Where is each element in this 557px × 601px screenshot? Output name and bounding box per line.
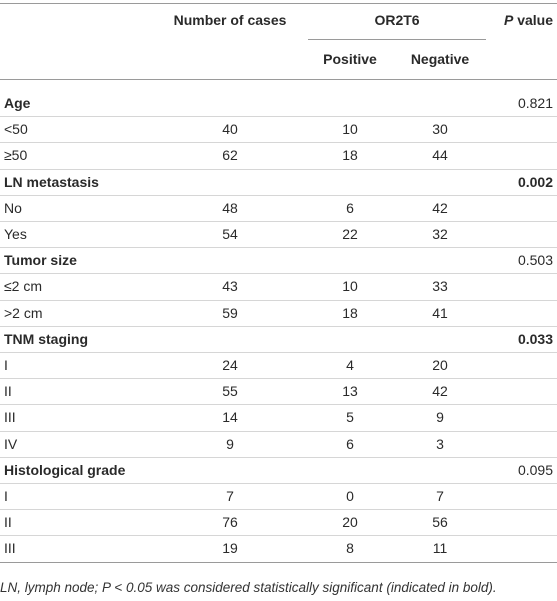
header-cases: Number of cases: [173, 12, 287, 28]
row-rule: [0, 456, 557, 458]
cell-value: 7: [436, 488, 444, 504]
row-label: II: [4, 383, 12, 400]
header-p: P: [503, 12, 514, 28]
row-rule: [0, 247, 557, 249]
cell-value: 18: [342, 304, 358, 321]
cell-value: 11: [432, 540, 448, 557]
row-label: III: [4, 409, 16, 426]
row-label: ≤2 cm: [4, 278, 43, 295]
p-value: 0.002: [517, 173, 553, 190]
row-label: IV: [4, 435, 18, 452]
cell-value: 14: [222, 409, 238, 426]
cell-value: 54: [222, 226, 238, 242]
row-label: No: [4, 199, 22, 216]
row-rule: [0, 221, 557, 222]
cell-value: 9: [226, 435, 234, 452]
row-rule: [0, 509, 557, 511]
cell-value: 40: [222, 121, 238, 138]
row-rule: [0, 142, 557, 144]
p-value: 0.821: [517, 95, 553, 111]
cell-value: 48: [222, 199, 238, 216]
group-title: LN metastasis: [4, 173, 99, 190]
cell-value: 18: [342, 147, 358, 164]
row-rule: [0, 273, 557, 275]
cell-value: 43: [222, 278, 238, 295]
cell-value: 76: [222, 514, 238, 531]
row-rule: [0, 299, 557, 301]
cell-value: 10: [342, 121, 358, 138]
row-label: III: [4, 540, 16, 557]
cell-value: 5: [346, 409, 354, 426]
cell-value: 42: [432, 199, 448, 216]
cell-value: 44: [432, 147, 448, 164]
header-p-value: P value: [504, 11, 553, 29]
row-rule: [0, 378, 557, 380]
row-rule: [0, 483, 557, 484]
cell-value: 4: [346, 357, 354, 373]
cell-value: 30: [432, 121, 448, 138]
cell-value: 7: [226, 488, 234, 504]
cell-value: 9: [436, 409, 444, 426]
cell-value: 13: [342, 383, 358, 400]
cell-value: 19: [222, 540, 238, 557]
header-group: OR2T6: [374, 12, 420, 28]
cell-value: 62: [222, 147, 238, 164]
cell-value: 0: [346, 488, 354, 504]
cell-value: 33: [432, 278, 448, 295]
row-rule: [0, 430, 557, 432]
cell-value: 8: [346, 540, 354, 557]
row-rule: [0, 352, 557, 353]
row-label: I: [4, 357, 8, 373]
cell-value: 22: [342, 226, 358, 242]
cell-value: 56: [432, 514, 448, 531]
cell-value: 20: [432, 357, 448, 373]
header-value: value: [517, 12, 553, 28]
row-rule: [0, 325, 557, 327]
cell-value: 20: [342, 514, 358, 531]
p-value: 0.033: [517, 330, 553, 347]
cell-value: 55: [222, 383, 238, 400]
footnote: LN, lymph node; P < 0.05 was considered …: [0, 580, 497, 595]
header-negative: Negative: [410, 51, 470, 67]
cell-value: 59: [222, 304, 238, 321]
row-label: <50: [4, 121, 28, 138]
top-rule: [0, 3, 557, 4]
row-rule: [0, 116, 557, 118]
cell-value: 24: [222, 357, 238, 373]
row-rule: [0, 194, 557, 196]
group-title: Histological grade: [4, 461, 126, 478]
row-label: >2 cm: [4, 304, 43, 321]
p-value: 0.095: [517, 461, 553, 478]
row-label: Yes: [4, 226, 27, 242]
cell-value: 42: [432, 383, 448, 400]
cell-value: 3: [436, 435, 444, 452]
row-label: ≥50: [4, 147, 28, 164]
group-title: TNM staging: [4, 330, 88, 347]
row-rule: [0, 535, 557, 537]
row-label: I: [4, 488, 8, 504]
group-title: Tumor size: [4, 252, 77, 269]
cell-value: 6: [346, 199, 354, 216]
group-title: Age: [4, 95, 31, 111]
row-rule: [0, 561, 557, 563]
cell-value: 6: [346, 435, 354, 452]
row-rule: [0, 168, 557, 170]
header-positive: Positive: [323, 51, 377, 67]
header-rule: [0, 79, 557, 80]
row-label: II: [4, 514, 12, 531]
group-rule: [308, 39, 486, 40]
cell-value: 41: [432, 304, 448, 321]
cell-value: 32: [432, 226, 448, 242]
row-rule: [0, 404, 557, 406]
p-value: 0.503: [517, 252, 553, 269]
cell-value: 10: [342, 278, 358, 295]
